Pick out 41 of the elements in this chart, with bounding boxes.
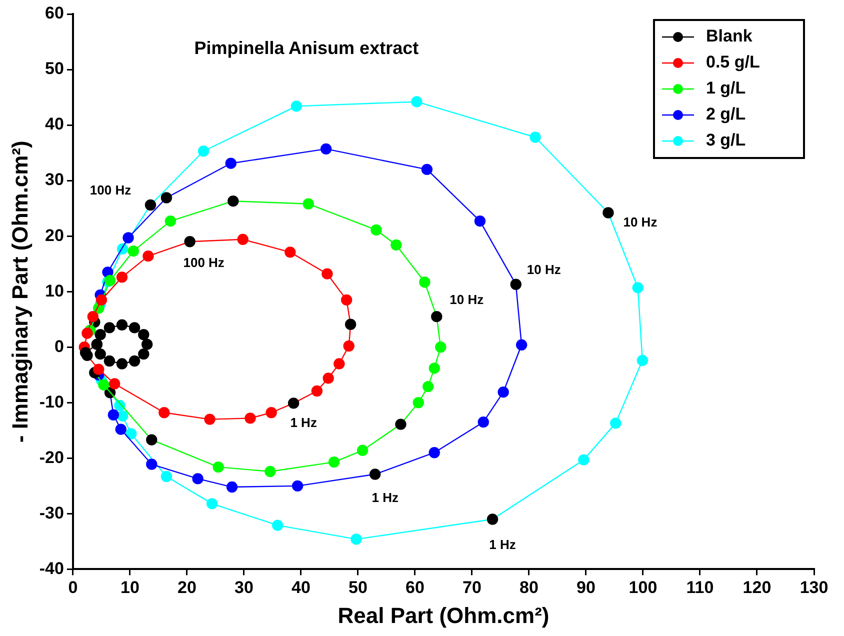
y-tick-label: 30 [45,170,64,190]
y-tick-label: -30 [39,503,64,522]
x-tick-label: 30 [234,578,254,598]
y-tick-label: -10 [39,392,64,412]
annotation: 10 Hz [623,214,658,230]
x-axis-title: Real Part (Ohm.cm²) [338,602,550,628]
annotation: 1 Hz [372,490,399,505]
x-tick-label: 70 [462,578,482,598]
y-tick-label: 60 [45,4,64,23]
legend-label: Blank [706,26,753,46]
annotation: 1 Hz [489,536,516,552]
x-tick-label: 100 [628,578,658,598]
legend-label: 0.5 g/L [706,52,760,72]
y-tick-label: 40 [45,114,64,134]
annotation: 100 Hz [90,182,132,198]
y-tick-label: -20 [39,448,64,467]
y-axis-title: - Immaginary Part (Ohm.cm²) [7,140,32,443]
y-tick-label: -40 [39,558,64,578]
annotation: 10 Hz [526,262,562,277]
x-tick-label: 40 [292,578,310,598]
x-tick-label: 10 [120,578,140,598]
x-tick-label: 110 [686,578,714,598]
y-tick-label: 50 [45,59,64,78]
y-tick-label: 10 [45,281,64,300]
x-tick-label: 20 [178,578,196,598]
x-tick-label: 130 [800,578,828,598]
annotation: 1 Hz [290,414,318,430]
annotation: 10 Hz [450,292,484,308]
x-tick-label: 120 [742,578,772,598]
x-tick-label: 0 [68,578,78,598]
x-tick-label: 80 [520,578,538,598]
text: Pimpinella Anisum extract [194,38,419,58]
x-tick-label: 50 [348,578,368,598]
y-tick-label: 20 [45,226,64,245]
legend-label: 1 g/L [706,78,746,98]
legend-label: 3 g/L [706,130,746,150]
y-tick-label: 0 [54,336,64,356]
legend-label: 2 g/L [706,104,746,124]
annotation: 100 Hz [183,255,225,270]
x-tick-label: 90 [576,578,596,598]
x-tick-label: 60 [406,578,424,598]
